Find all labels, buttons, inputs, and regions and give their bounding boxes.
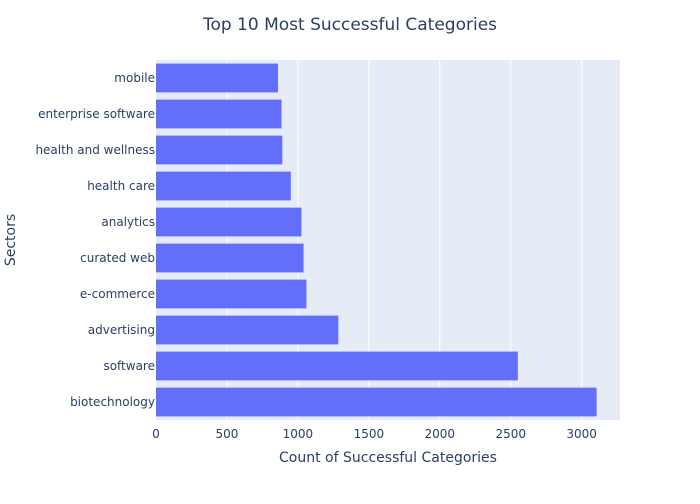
- bar[interactable]: [156, 315, 339, 345]
- x-tick-label: 500: [215, 427, 238, 441]
- x-tick-label: 2000: [425, 427, 456, 441]
- bar[interactable]: [156, 351, 518, 381]
- y-tick-label: enterprise software: [38, 107, 155, 121]
- y-tick-label: advertising: [88, 323, 155, 337]
- bar[interactable]: [156, 135, 283, 165]
- bar[interactable]: [156, 387, 597, 417]
- bar[interactable]: [156, 99, 282, 129]
- y-tick-label: curated web: [80, 251, 155, 265]
- x-tick-label: 1500: [354, 427, 385, 441]
- bar[interactable]: [156, 243, 304, 273]
- x-axis-title: Count of Successful Categories: [279, 450, 497, 466]
- y-tick-labels: mobile enterprise software health and well…: [35, 71, 155, 409]
- y-tick-label: health care: [87, 179, 155, 193]
- y-tick-label: analytics: [101, 215, 155, 229]
- y-axis-title: Sectors: [3, 214, 19, 266]
- x-tick-label: 2500: [495, 427, 526, 441]
- y-tick-label: health and wellness: [35, 143, 155, 157]
- x-tick-label: 0: [152, 427, 160, 441]
- bar[interactable]: [156, 207, 302, 237]
- x-tick-label: 1000: [283, 427, 314, 441]
- bar[interactable]: [156, 279, 307, 309]
- y-tick-label: software: [103, 359, 155, 373]
- x-tick-labels: 0 500 1000 1500 2000 2500 3000: [152, 427, 597, 441]
- x-tick-label: 3000: [566, 427, 597, 441]
- y-tick-label: biotechnology: [70, 395, 155, 409]
- y-tick-label: mobile: [114, 71, 155, 85]
- y-tick-label: e-commerce: [80, 287, 155, 301]
- bars: [156, 63, 597, 417]
- chart-title: Top 10 Most Successful Categories: [202, 15, 497, 35]
- bar[interactable]: [156, 63, 279, 93]
- bar[interactable]: [156, 171, 291, 201]
